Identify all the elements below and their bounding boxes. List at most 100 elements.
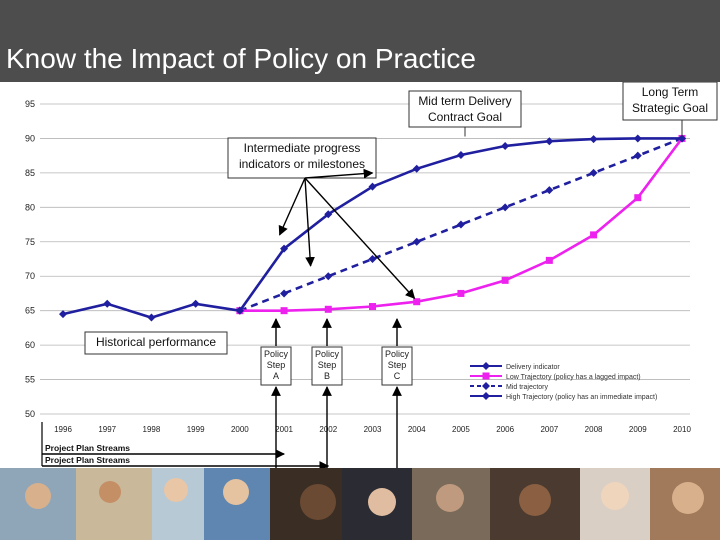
- trajectory-chart: 50 55 60 65 70 75 80 85 90 95 1996 1997 1998 1999 200…: [25, 82, 718, 468]
- callouts: Mid term Delivery Contract Goal Long Term S…: [84, 82, 718, 468]
- policy-step-text: Policy: [315, 349, 340, 359]
- mid-term-goal-callout-text: Contract Goal: [428, 110, 502, 124]
- policy-step-text: Policy: [385, 349, 410, 359]
- policy-step-text: B: [324, 371, 330, 381]
- y-tick-label: 70: [25, 271, 35, 281]
- x-tick-label: 2004: [408, 425, 426, 434]
- policy-step-box: [260, 346, 292, 386]
- milestones-callout: Intermediate progress indicators or miles…: [227, 137, 377, 179]
- legend-marker: [482, 382, 490, 390]
- data-point: [324, 305, 332, 313]
- milestone-arrow: [304, 168, 374, 179]
- data-point: [412, 237, 421, 246]
- project-plan-streams: Project Plan Streams Project Plan Streams: [41, 422, 330, 468]
- data-point: [456, 150, 465, 159]
- x-tick-label: 1997: [98, 425, 116, 434]
- long-term-goal-callout-text: Strategic Goal: [632, 101, 708, 115]
- data-point: [590, 231, 598, 239]
- x-tick-label: 2002: [319, 425, 337, 434]
- historical-performance-callout-text: Historical performance: [96, 335, 216, 349]
- data-point: [589, 135, 598, 144]
- data-point: [457, 289, 465, 297]
- x-tick-label: 2005: [452, 425, 470, 434]
- data-point: [324, 210, 333, 219]
- policy-step-text: Policy: [264, 349, 289, 359]
- legend-label: Mid trajectory: [506, 384, 549, 391]
- x-tick-label: 2010: [673, 425, 691, 434]
- data-point: [501, 142, 510, 151]
- x-tick-label: 2000: [231, 425, 249, 434]
- historical-performance-callout-box: [84, 331, 228, 355]
- project-plan-stream-label: Project Plan Streams: [45, 455, 130, 465]
- policy-step-box: [381, 346, 413, 386]
- data-point: [191, 299, 200, 308]
- title-bar: Know the Impact of Policy on Practice: [0, 0, 720, 82]
- data-point: [501, 203, 510, 212]
- x-tick-label: 2009: [629, 425, 647, 434]
- y-tick-label: 50: [25, 409, 35, 419]
- data-point: [235, 306, 244, 315]
- data-point: [59, 310, 67, 319]
- y-tick-label: 60: [25, 340, 35, 350]
- data-point: [634, 194, 642, 202]
- data-point: [633, 151, 642, 160]
- data-point: [501, 276, 509, 284]
- data-point: [147, 313, 156, 322]
- slide-title: Know the Impact of Policy on Practice: [6, 43, 476, 74]
- legend-marker: [482, 372, 490, 380]
- y-tick-label: 75: [25, 237, 35, 247]
- mid-term-goal-callout-text: Mid term Delivery: [418, 94, 511, 108]
- x-tick-label: 1998: [143, 425, 161, 434]
- x-tick-label: 2008: [585, 425, 603, 434]
- data-point: [589, 168, 598, 177]
- policy-step-text: A: [273, 371, 279, 381]
- policy-step-text: Step: [267, 360, 286, 370]
- y-tick-label: 65: [25, 306, 35, 316]
- milestone-arrow: [304, 177, 315, 267]
- policy-step-text: Step: [318, 360, 337, 370]
- x-tick-label: 2006: [496, 425, 514, 434]
- data-point: [280, 244, 289, 253]
- y-tick-label: 90: [25, 133, 35, 143]
- data-point: [545, 186, 554, 195]
- data-point: [413, 298, 421, 306]
- data-point: [412, 164, 421, 173]
- x-tick-label: 2007: [540, 425, 558, 434]
- data-point: [456, 220, 465, 229]
- legend-marker: [482, 392, 490, 400]
- x-tick-label: 1999: [187, 425, 205, 434]
- people-photo-strip: [0, 468, 720, 540]
- x-tick-label: 1996: [54, 425, 72, 434]
- series-layer: [59, 134, 686, 322]
- data-point: [545, 137, 554, 146]
- y-tick-label: 80: [25, 202, 35, 212]
- data-point: [545, 256, 553, 264]
- x-tick-label: 2003: [364, 425, 382, 434]
- mid-term-goal-callout: Mid term Delivery Contract Goal: [408, 90, 522, 128]
- y-tick-label: 95: [25, 99, 35, 109]
- legend-label: Delivery indicator: [506, 364, 560, 371]
- historical-performance-callout: Historical performance: [84, 331, 228, 355]
- data-point: [368, 255, 377, 263]
- policy-step-box: [311, 346, 343, 386]
- x-axis: 1996 1997 1998 1999 2000 2001 2002 2003 2004 2005…: [54, 425, 691, 434]
- y-axis: 50 55 60 65 70 75 80 85 90 95: [25, 99, 35, 419]
- milestones-callout-text: indicators or milestones: [239, 157, 365, 171]
- project-plan-stream-label: Project Plan Streams: [45, 443, 130, 453]
- long-term-goal-callout-text: Long Term: [642, 85, 698, 99]
- milestone-arrow: [304, 177, 416, 299]
- data-point: [324, 272, 333, 281]
- legend-label: High Trajectory (policy has an immediate…: [506, 394, 657, 401]
- data-point: [280, 289, 289, 298]
- long-term-goal-callout: Long Term Strategic Goal: [622, 82, 718, 121]
- data-point: [368, 182, 377, 191]
- y-tick-label: 85: [25, 168, 35, 178]
- milestones-callout-box: [227, 137, 377, 179]
- mid-term-goal-callout-box: [408, 90, 522, 128]
- milestones-callout-text: Intermediate progress: [244, 141, 361, 155]
- policy-step-text: Step: [388, 360, 407, 370]
- policy-step-text: C: [394, 371, 401, 381]
